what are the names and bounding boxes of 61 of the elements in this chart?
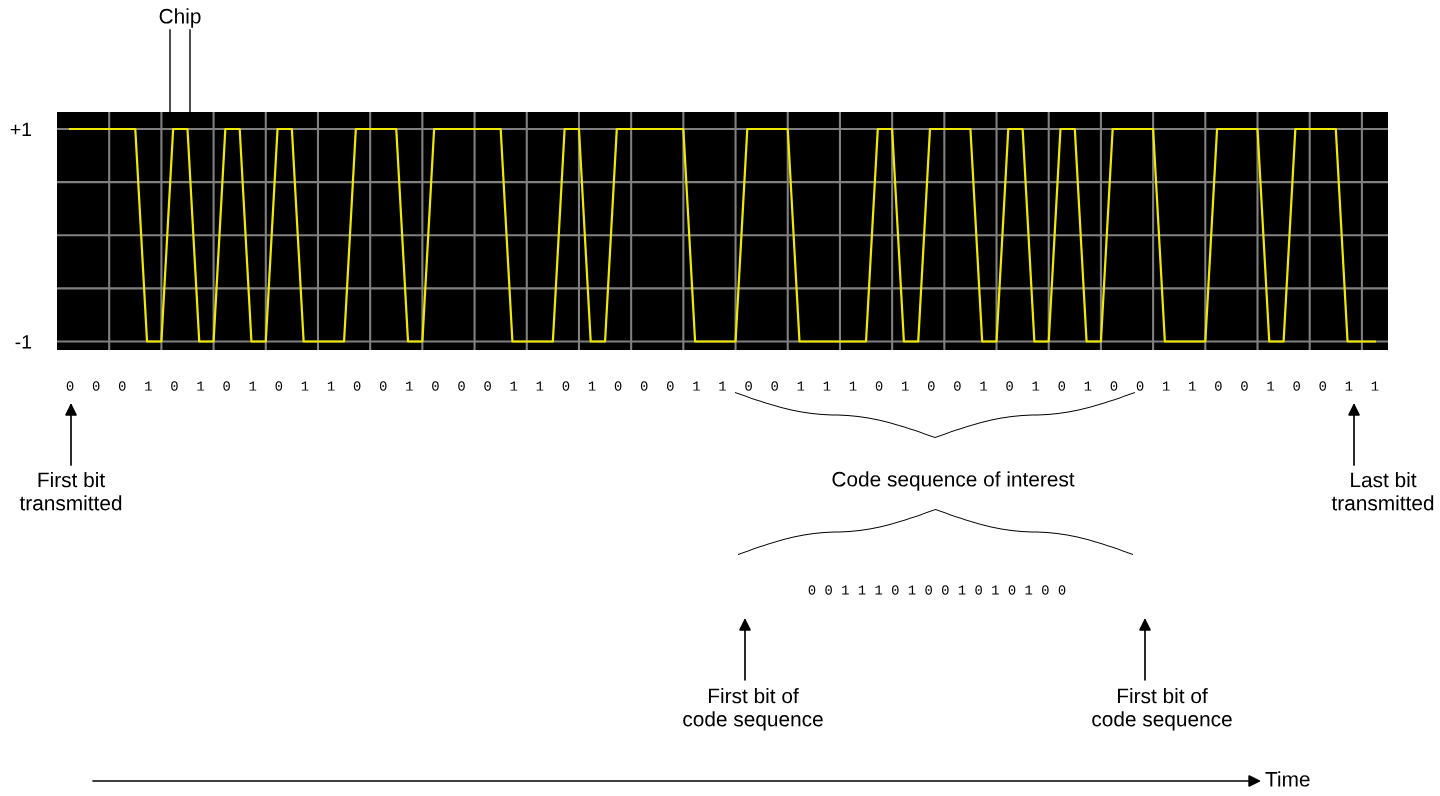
x-tick-label: 1 bbox=[797, 381, 805, 391]
text: Chip bbox=[159, 8, 201, 28]
x-tick-label: 1 bbox=[197, 381, 205, 391]
x-tick-label: 0 bbox=[458, 381, 465, 391]
x-tick-label: 0 bbox=[1241, 381, 1248, 391]
text: Time bbox=[1265, 771, 1310, 787]
text: 0 0 1 1 1 0 1 0 0 1 0 1 0 1 0 0 bbox=[808, 585, 1066, 595]
x-tick-label: 1 bbox=[719, 381, 726, 391]
x-tick-label: 0 bbox=[1319, 381, 1327, 391]
x-tick-label: 1 bbox=[1345, 381, 1353, 391]
x-tick-label: 0 bbox=[92, 381, 100, 391]
x-tick-label: 0 bbox=[1110, 381, 1118, 391]
x-tick-label: 0 bbox=[1006, 381, 1013, 391]
x-tick-label: 0 bbox=[432, 381, 439, 391]
x-tick-label: 1 bbox=[1267, 381, 1275, 391]
x-tick-label: 1 bbox=[301, 381, 309, 391]
x-tick-label: 0 bbox=[614, 381, 622, 391]
x-tick-label: 0 bbox=[1058, 381, 1066, 391]
x-tick-label: 1 bbox=[249, 381, 257, 391]
x-tick-label: 0 bbox=[66, 381, 74, 391]
x-tick-label: 0 bbox=[771, 381, 779, 391]
x-tick-label: 0 bbox=[223, 381, 230, 391]
x-tick-label: 1 bbox=[406, 381, 413, 391]
x-tick-label: 0 bbox=[954, 381, 961, 391]
x-tick-label: 0 bbox=[275, 381, 283, 391]
x-tick-label: 1 bbox=[1032, 381, 1040, 391]
x-tick-label: 1 bbox=[327, 381, 335, 391]
x-tick-label: 1 bbox=[145, 381, 152, 391]
text: Last bit transmitted bbox=[1331, 472, 1434, 511]
x-tick-label: 0 bbox=[562, 381, 570, 391]
text: Code sequence of interest bbox=[832, 471, 1075, 491]
x-tick-label: 0 bbox=[745, 381, 752, 391]
x-tick-label: 1 bbox=[1371, 381, 1379, 391]
x-tick-label: 0 bbox=[875, 381, 883, 391]
x-tick-label: 0 bbox=[353, 381, 361, 391]
x-tick-label: 0 bbox=[666, 381, 674, 391]
x-tick-label: 1 bbox=[980, 381, 987, 391]
x-tick-label: 0 bbox=[171, 381, 178, 391]
x-tick-label: 1 bbox=[823, 381, 831, 391]
text: First bit of code sequence bbox=[683, 688, 823, 731]
x-tick-label: 1 bbox=[536, 381, 544, 391]
x-tick-label: 1 bbox=[1163, 381, 1170, 391]
y-tick-label: -1 bbox=[15, 335, 32, 349]
x-tick-label: 1 bbox=[902, 381, 909, 391]
x-tick-label: 1 bbox=[693, 381, 700, 391]
x-tick-label: 0 bbox=[927, 381, 935, 391]
x-tick-label: 1 bbox=[849, 381, 857, 391]
x-tick-label: 0 bbox=[1136, 381, 1144, 391]
x-tick-label: 1 bbox=[510, 381, 518, 391]
text: First bit of code sequence bbox=[1092, 688, 1232, 731]
x-tick-label: 0 bbox=[118, 381, 126, 391]
x-tick-label: 1 bbox=[588, 381, 596, 391]
x-tick-label: 0 bbox=[1215, 381, 1222, 391]
text: First bit transmitted bbox=[19, 472, 122, 511]
x-tick-label: 0 bbox=[1293, 381, 1300, 391]
y-tick-label: +1 bbox=[10, 122, 32, 137]
x-tick-label: 0 bbox=[379, 381, 387, 391]
x-tick-label: 0 bbox=[640, 381, 648, 391]
x-tick-label: 1 bbox=[1084, 381, 1092, 391]
x-tick-label: 1 bbox=[1189, 381, 1196, 391]
x-tick-label: 0 bbox=[484, 381, 491, 391]
